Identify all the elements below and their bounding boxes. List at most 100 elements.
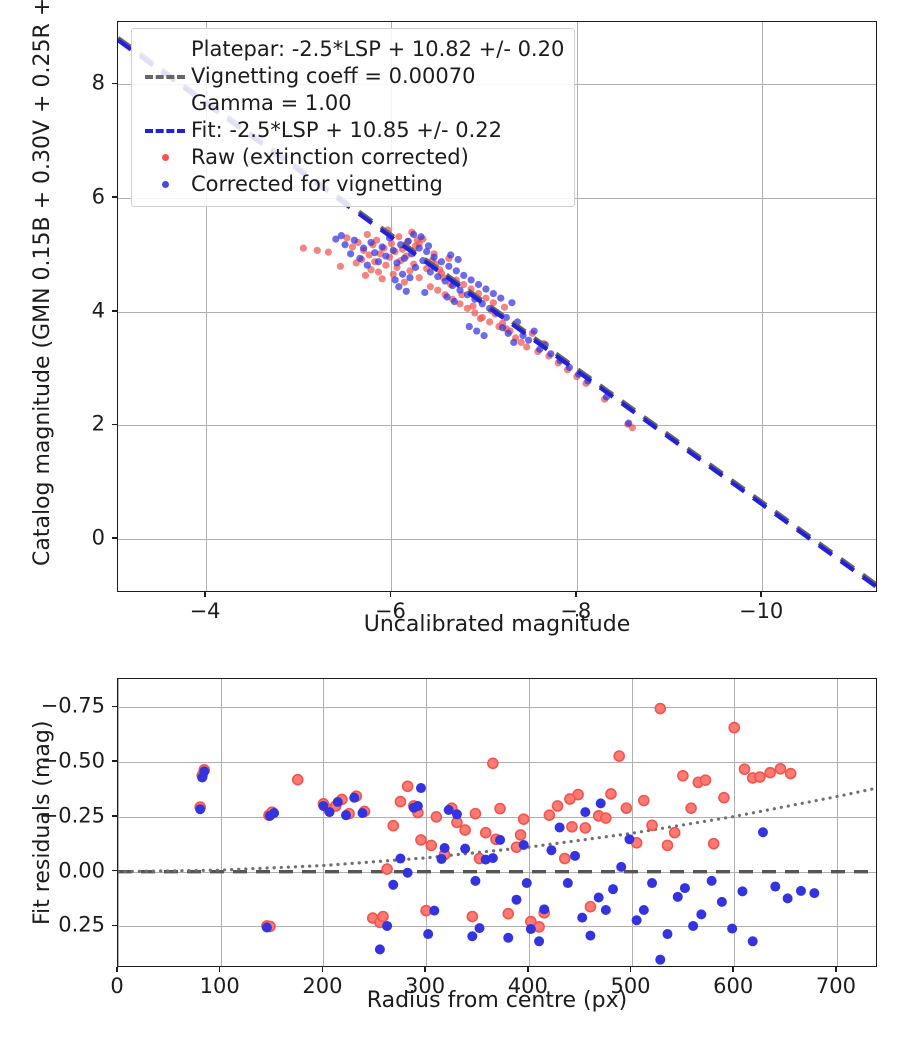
y-tick-mark: [112, 705, 117, 708]
x-tick-label: −6: [374, 599, 406, 623]
data-point: [411, 263, 420, 272]
data-point: [809, 888, 820, 899]
data-point: [584, 900, 597, 913]
data-point: [502, 907, 515, 920]
data-point: [374, 258, 383, 266]
data-point: [336, 262, 345, 270]
data-point: [324, 807, 335, 818]
data-point: [324, 248, 332, 256]
data-point: [672, 891, 683, 902]
data-point: [426, 283, 434, 291]
data-point: [363, 230, 371, 239]
data-point: [521, 878, 532, 889]
data-point: [269, 807, 280, 818]
data-point: [525, 924, 536, 935]
x-tick-label: 200: [302, 974, 343, 998]
data-point: [677, 769, 689, 782]
y-tick-mark: [112, 82, 117, 85]
y-tick-label: 8: [91, 70, 105, 95]
data-point: [332, 235, 340, 243]
data-point: [381, 863, 393, 875]
data-point: [415, 244, 423, 252]
x-tick-label: 400: [507, 974, 548, 998]
legend-handle-dot-red: [143, 154, 187, 161]
data-point: [395, 853, 406, 864]
data-point: [566, 820, 578, 833]
data-point: [600, 904, 611, 915]
residual-x-axis-title: Radius from centre (px): [366, 988, 628, 1013]
data-point: [337, 232, 345, 240]
data-point: [459, 824, 471, 836]
data-point: [530, 327, 538, 335]
x-tick-mark: [204, 592, 206, 597]
data-point: [728, 721, 741, 734]
legend-entry-corrected: Corrected for vignetting: [143, 171, 563, 198]
data-point: [727, 923, 738, 934]
y-tick-mark: [112, 815, 117, 817]
data-point: [415, 274, 423, 282]
legend-handle-dashed-blue: [143, 128, 187, 133]
data-point: [434, 272, 442, 281]
plot-vector-layer: [118, 36, 876, 590]
y-tick-label: −0.50: [40, 748, 105, 773]
legend-entry-platepar: Platepar: -2.5*LSP + 10.82 +/- 0.20: [143, 36, 564, 63]
data-point: [357, 807, 368, 818]
data-point: [451, 809, 462, 820]
x-tick-mark: [218, 967, 221, 972]
data-point: [474, 923, 485, 934]
data-point: [738, 763, 751, 775]
gridline-horizontal: [118, 817, 876, 818]
data-point: [679, 883, 690, 894]
gridline-horizontal: [118, 926, 876, 927]
data-point: [388, 879, 399, 890]
data-point: [479, 826, 492, 839]
gridline-vertical: [221, 679, 222, 966]
data-point: [504, 329, 512, 337]
fit-line: [118, 38, 876, 590]
x-tick-mark: [389, 592, 392, 597]
legend-box: Platepar: -2.5*LSP + 10.82 +/- 0.20 Vign…: [131, 28, 575, 207]
data-point: [391, 276, 399, 284]
y-tick-label: 0.25: [58, 912, 105, 937]
data-point: [447, 251, 455, 259]
data-point: [389, 270, 397, 278]
data-point: [436, 853, 447, 864]
dashed-line-blue-icon: [145, 128, 185, 133]
data-point: [382, 261, 390, 269]
data-point: [363, 261, 371, 269]
y-tick-label: 6: [91, 184, 105, 209]
data-point: [356, 254, 364, 262]
x-tick-mark: [574, 592, 577, 597]
data-point: [367, 238, 375, 247]
data-point: [199, 766, 210, 777]
scatter-series: [332, 230, 633, 427]
data-point: [517, 813, 530, 825]
x-tick-mark: [321, 967, 324, 972]
data-point: [437, 258, 446, 266]
gridline-vertical: [762, 22, 763, 591]
y-tick-label: 4: [91, 298, 105, 323]
y-tick-label: −0.75: [40, 693, 105, 718]
data-point: [774, 762, 787, 775]
y-tick-label: 0: [91, 525, 105, 550]
y-tick-label: 0.00: [58, 858, 105, 883]
data-point: [510, 338, 518, 347]
data-point: [539, 904, 550, 915]
data-point: [546, 845, 557, 856]
data-point: [688, 920, 699, 931]
data-point: [423, 929, 434, 940]
gridline-vertical: [323, 679, 324, 966]
data-point: [511, 894, 522, 905]
data-point: [605, 788, 617, 800]
data-point: [395, 233, 403, 241]
data-point: [518, 839, 529, 850]
data-point: [624, 834, 635, 845]
gridline-vertical: [837, 679, 838, 966]
data-point: [406, 267, 414, 275]
y-tick-mark: [112, 924, 117, 927]
data-point: [406, 274, 414, 282]
data-point: [613, 750, 625, 762]
data-point: [585, 930, 596, 941]
data-point: [402, 867, 413, 878]
legend-label-vignetting-coeff: Vignetting coeff = 0.00070: [191, 64, 476, 88]
